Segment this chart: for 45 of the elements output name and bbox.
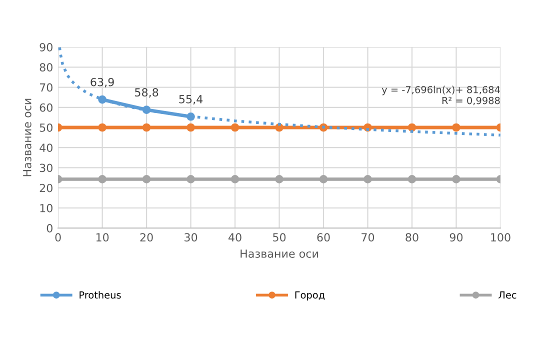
point — [186, 123, 195, 132]
x-tick-label: 70 — [362, 233, 374, 242]
annotation: y = -7,696ln(x)+ 81,684 R² = 0,9988 — [382, 86, 500, 106]
point — [319, 175, 328, 184]
y-tick-label: 10 — [40, 204, 52, 212]
point — [142, 123, 151, 132]
data-label: 58,8 — [135, 88, 158, 98]
y-tick-label: 90 — [40, 43, 52, 52]
point — [230, 175, 240, 184]
point — [452, 123, 460, 132]
x-axis-title: Название оси — [240, 250, 318, 258]
point — [98, 175, 106, 184]
point — [408, 175, 416, 184]
legend-label: Protheus — [80, 291, 121, 299]
x-tick-label: 0 — [55, 233, 61, 242]
x-tick-label: 10 — [96, 233, 109, 242]
y-tick-label: 50 — [40, 123, 52, 132]
x-tick-label: 60 — [317, 233, 330, 242]
legend-label: Лес — [498, 291, 516, 299]
data-label: 55,4 — [179, 95, 203, 105]
y-axis-title: Название оси — [23, 98, 32, 176]
y-tick-label: 70 — [40, 83, 52, 92]
x-tick-label: 20 — [140, 233, 153, 242]
y-tick-label: 60 — [40, 103, 52, 112]
point — [142, 175, 151, 184]
x-tick-label: 100 — [491, 233, 510, 242]
point — [98, 123, 106, 132]
y-tick-label: 20 — [40, 184, 52, 192]
y-tick-label: 80 — [40, 63, 52, 72]
point — [452, 175, 460, 184]
x-tick-label: 90 — [450, 233, 463, 242]
point — [364, 175, 372, 184]
x-tick-label: 80 — [406, 233, 418, 242]
point — [230, 123, 240, 132]
x-tick-label: 30 — [184, 233, 198, 242]
y-tick-label: 40 — [40, 144, 52, 152]
point — [275, 175, 284, 184]
y-tick-label: 30 — [40, 164, 52, 172]
point — [408, 123, 416, 132]
legend-label: Город — [295, 291, 325, 301]
y-tick-label: 0 — [46, 224, 52, 232]
x-tick-label: 50 — [273, 233, 286, 242]
x-tick-label: 40 — [228, 233, 242, 242]
data-label: 63,9 — [90, 78, 114, 88]
point — [186, 175, 195, 184]
